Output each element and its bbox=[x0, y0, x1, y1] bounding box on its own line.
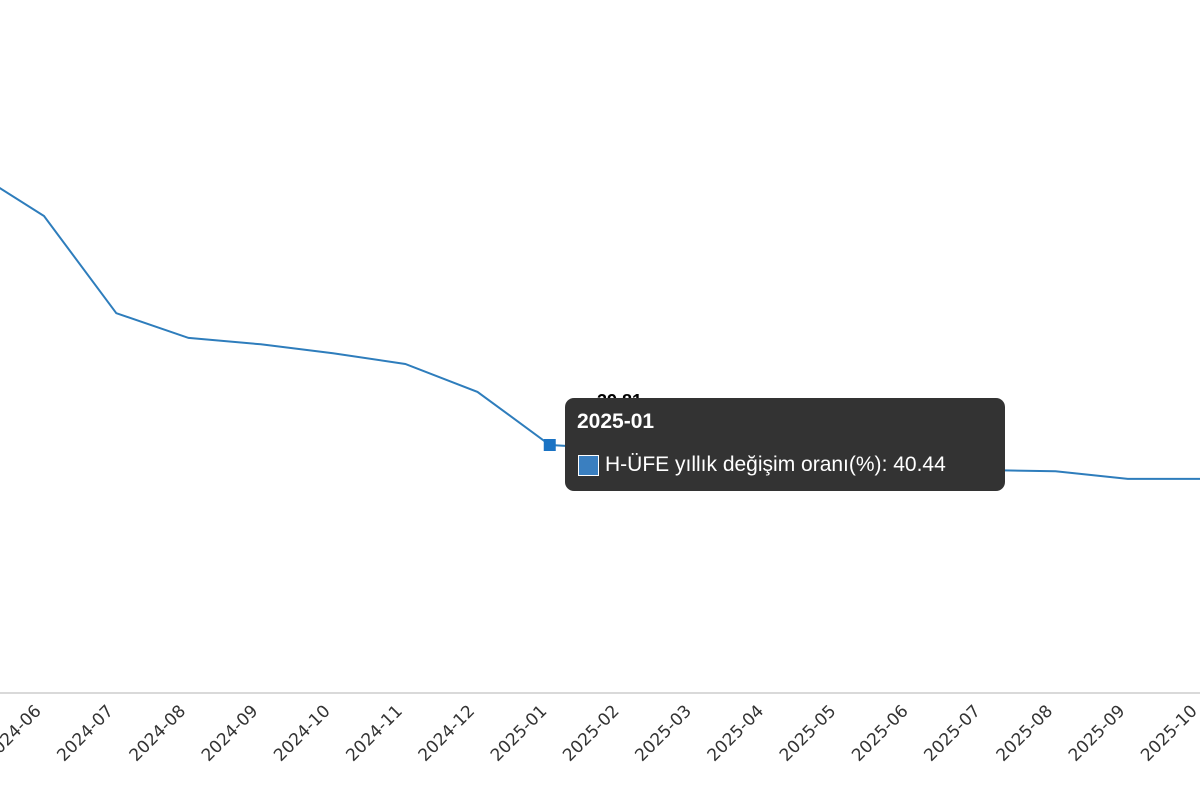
x-tick-label: 2024-10 bbox=[270, 701, 334, 765]
tooltip: 2025-01 H-ÜFE yıllık değişim oranı(%): 4… bbox=[565, 398, 1005, 491]
x-tick-label: 2025-06 bbox=[848, 701, 912, 765]
x-tick-label: 2024-07 bbox=[53, 701, 117, 765]
x-tick-label: 2025-03 bbox=[631, 701, 695, 765]
x-tick-label: 2024-12 bbox=[415, 701, 479, 765]
tooltip-value: 40.44 bbox=[893, 453, 946, 476]
tooltip-row: H-ÜFE yıllık değişim oranı(%): 40.44 bbox=[578, 453, 946, 477]
x-tick-label: 2025-04 bbox=[704, 701, 768, 765]
x-tick-label: 2025-08 bbox=[993, 701, 1057, 765]
x-tick-label: 2025-05 bbox=[776, 701, 840, 765]
data-point[interactable] bbox=[543, 439, 556, 451]
x-tick-label: 2024-06 bbox=[0, 701, 46, 765]
x-tick-label: 2024-08 bbox=[126, 701, 190, 765]
x-tick-label: 2024-11 bbox=[342, 701, 406, 765]
x-tick-label: 2025-01 bbox=[487, 701, 551, 765]
x-tick-label: 2025-09 bbox=[1065, 701, 1129, 765]
x-tick-label: 2024-09 bbox=[198, 701, 262, 765]
tooltip-series-label: H-ÜFE yıllık değişim oranı(%) bbox=[605, 453, 882, 476]
tooltip-separator: : bbox=[881, 453, 894, 476]
x-tick-label: 2025-10 bbox=[1137, 701, 1200, 765]
x-tick-label: 2025-02 bbox=[559, 701, 623, 765]
x-tick-label: 2025-07 bbox=[920, 701, 984, 765]
series-swatch bbox=[578, 454, 599, 476]
tooltip-title: 2025-01 bbox=[577, 410, 655, 433]
